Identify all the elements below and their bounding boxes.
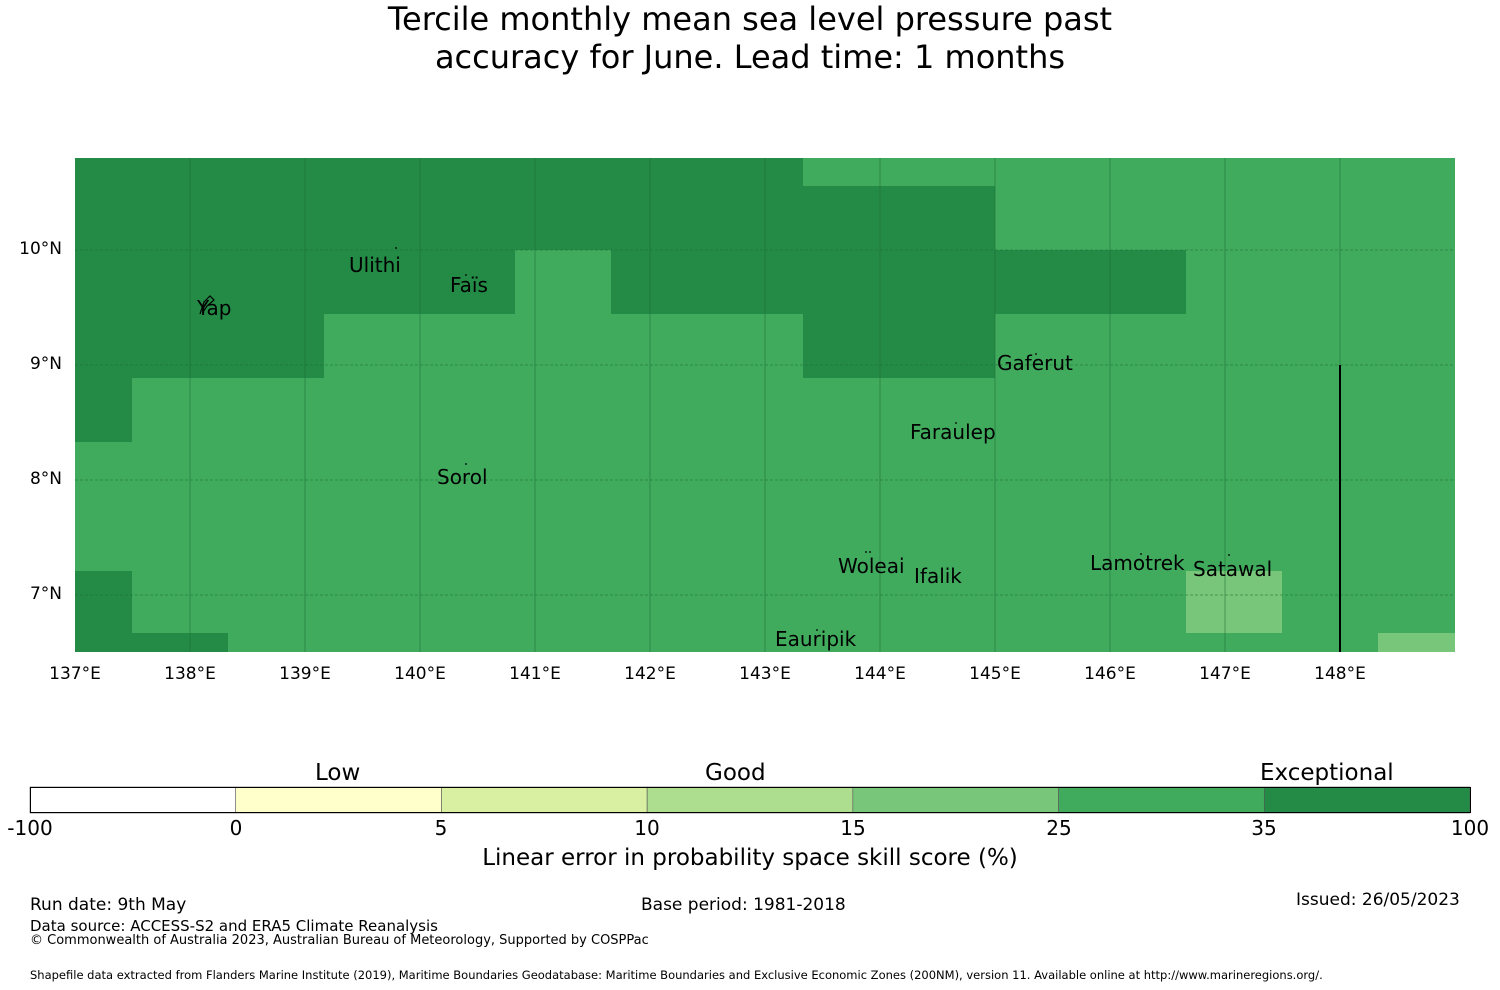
- colorbar-segments: [29, 786, 1471, 814]
- chart-title: Tercile monthly mean sea level pressure …: [0, 0, 1500, 76]
- map-cell: [1186, 571, 1282, 633]
- place-label-faraulep: Faraulep: [910, 420, 996, 444]
- colorbar-segment: [852, 786, 1059, 814]
- place-label-yap: Yap: [197, 296, 232, 320]
- base-period: Base period: 1981-2018: [641, 895, 846, 915]
- colorbar-segment: [29, 786, 237, 814]
- colorbar-segment: [646, 786, 854, 814]
- place-label-fais: Faïs: [450, 273, 488, 297]
- map-cell: [75, 158, 803, 250]
- map-gridlines: [75, 158, 1455, 652]
- place-label-ifalik: Ifalik: [914, 564, 962, 588]
- map-cell: [75, 378, 132, 442]
- lat-tick-label: 7°N: [29, 584, 62, 604]
- lon-tick-label: 144°E: [854, 664, 906, 684]
- colorbar-tick-label: 100: [1450, 816, 1490, 840]
- lon-tick-label: 142°E: [624, 664, 676, 684]
- colorbar-tick-label: 5: [434, 816, 448, 840]
- place-label-sorol: Sorol: [437, 465, 488, 489]
- lon-tick-label: 138°E: [164, 664, 216, 684]
- yap-island-shape: [199, 295, 215, 315]
- place-label-woleai: Woleai: [838, 554, 905, 578]
- data-source: Data source: ACCESS-S2 and ERA5 Climate …: [30, 917, 438, 935]
- shapefile-credit: Shapefile data extracted from Flanders M…: [30, 968, 1323, 982]
- lon-tick-label: 137°E: [49, 664, 101, 684]
- colorbar-tick-label: -100: [7, 816, 53, 840]
- colorbar-tick-label: 15: [840, 816, 866, 840]
- colorbar-category-good: Good: [705, 760, 766, 786]
- colorbar-tick-label: 35: [1251, 816, 1277, 840]
- map-cell: [132, 633, 228, 652]
- place-label-satawal: Satawal: [1193, 557, 1273, 581]
- lon-tick-label: 145°E: [969, 664, 1021, 684]
- map-cell: [1378, 633, 1455, 652]
- title-line-1: Tercile monthly mean sea level pressure …: [387, 0, 1113, 38]
- colorbar-segment: [441, 786, 648, 814]
- map-cell: [803, 186, 995, 250]
- lon-tick-label: 146°E: [1084, 664, 1136, 684]
- run-date: Run date: 9th May: [30, 895, 187, 915]
- lon-tick-label: 148°E: [1314, 664, 1366, 684]
- map-cell: [803, 314, 995, 378]
- map-cell: [611, 250, 1186, 314]
- colorbar-label: Linear error in probability space skill …: [482, 845, 1018, 871]
- lon-tick-label: 141°E: [509, 664, 561, 684]
- colorbar-tick-label: 10: [634, 816, 660, 840]
- colorbar-category-low: Low: [315, 760, 361, 786]
- place-label-eauripik: Eauripik: [775, 627, 857, 651]
- lon-tick-label: 143°E: [739, 664, 791, 684]
- colorbar-tick-label: 25: [1046, 816, 1072, 840]
- map-cell: [75, 250, 515, 314]
- lat-tick-label: 10°N: [19, 239, 62, 259]
- colorbar-segment: [1058, 786, 1265, 814]
- issued-date: Issued: 26/05/2023: [1296, 890, 1460, 910]
- copyright-notice: © Commonwealth of Australia 2023, Austra…: [30, 933, 649, 948]
- skill-map: [75, 158, 1455, 652]
- colorbar-category-exceptional: Exceptional: [1260, 760, 1394, 786]
- colorbar-segment: [235, 786, 442, 814]
- lat-tick-label: 8°N: [29, 469, 62, 489]
- place-label-ulithi: Ulithi: [349, 253, 401, 277]
- lat-tick-label: 9°N: [29, 354, 62, 374]
- colorbar-segment: [1263, 786, 1471, 814]
- place-label-gaferut: Gaferut: [997, 351, 1073, 375]
- lon-tick-label: 147°E: [1199, 664, 1251, 684]
- map-cell: [75, 571, 132, 652]
- lon-tick-label: 139°E: [279, 664, 331, 684]
- lon-tick-label: 140°E: [394, 664, 446, 684]
- map-cell: [75, 314, 324, 378]
- colorbar: [29, 786, 1471, 814]
- colorbar-tick-label: 0: [229, 816, 243, 840]
- place-label-lamotrek: Lamotrek: [1090, 551, 1185, 575]
- island-marks: [199, 247, 1230, 631]
- title-line-2: accuracy for June. Lead time: 1 months: [434, 38, 1066, 76]
- colorbar-outline: [30, 787, 1471, 813]
